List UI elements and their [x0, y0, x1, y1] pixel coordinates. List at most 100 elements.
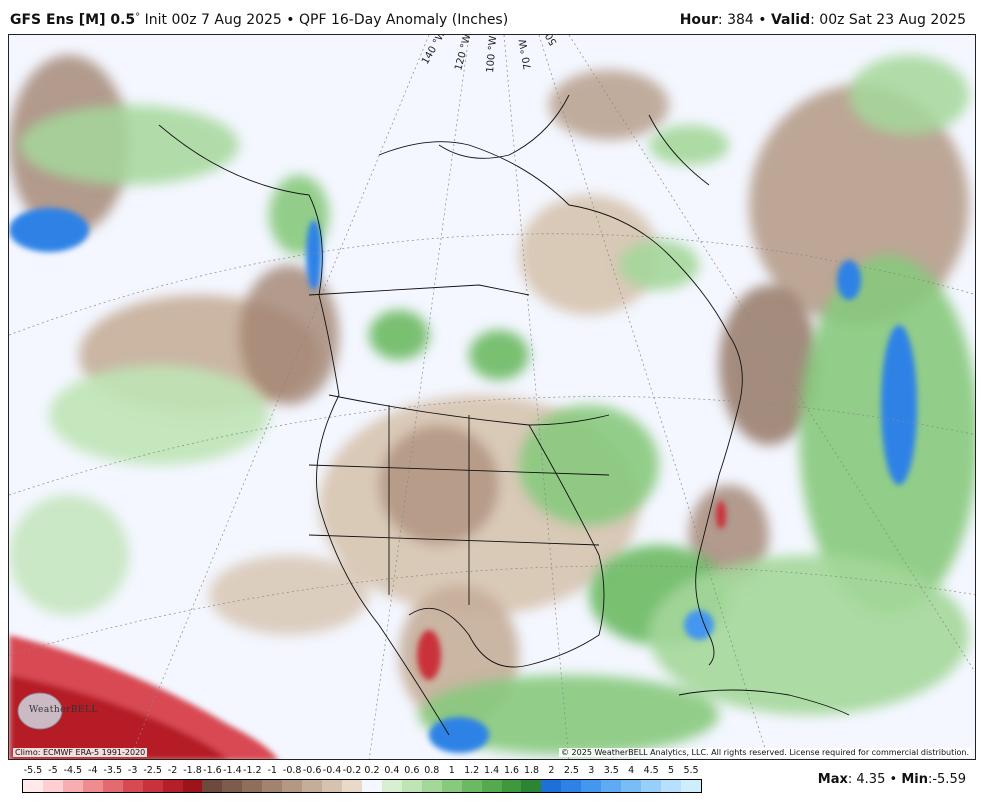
colorbar-swatch	[322, 780, 342, 792]
colorbar-label: -3	[127, 765, 138, 776]
colorbar-label: 0.6	[404, 765, 420, 776]
product-name: QPF 16-Day Anomaly (Inches)	[299, 12, 509, 28]
colorbar-swatch	[601, 780, 622, 792]
colorbar-swatch	[122, 780, 143, 792]
colorbar-label: 5	[668, 765, 675, 776]
colorbar-label: 0.8	[424, 765, 440, 776]
colorbar-swatch	[461, 780, 482, 792]
colorbar-swatch	[62, 780, 83, 792]
colorbar-label: 2	[548, 765, 555, 776]
colorbar-label: 3	[588, 765, 595, 776]
colorbar-labels: -5.5 -5 -4.5 -4 -3.5 -3 -2.5 -2 -1.8 -1.6 -1.4 -1.2…	[22, 765, 712, 777]
extreme-anomaly-layer	[9, 208, 917, 759]
title-bullet-2: •	[758, 12, 767, 28]
colorbar-label: 1.4	[484, 765, 500, 776]
colorbar-swatch	[441, 780, 462, 792]
init-time: Init 00z 7 Aug 2025	[144, 12, 282, 28]
colorbar-label: -2	[167, 765, 178, 776]
colorbar-label: 2.5	[563, 765, 579, 776]
min-label: Min	[901, 772, 928, 787]
colorbar-swatch	[621, 780, 642, 792]
copyright-note: © 2025 WeatherBELL Analytics, LLC. All r…	[559, 748, 971, 757]
colorbar-label: -0.6	[302, 765, 322, 776]
colorbar: -5.5 -5 -4.5 -4 -3.5 -3 -2.5 -2 -1.8 -1.6 -1.4 -1.2…	[22, 763, 712, 803]
colorbar-label: -3.5	[103, 765, 123, 776]
valid-value: : 00z Sat 23 Aug 2025	[810, 12, 966, 28]
colorbar-swatch	[23, 780, 43, 792]
colorbar-label: -1.2	[243, 765, 262, 776]
colorbar-swatch	[401, 780, 422, 792]
hour-value: : 384	[717, 12, 754, 28]
colorbar-swatch	[421, 780, 442, 792]
colorbar-swatch	[501, 780, 522, 792]
max-value: : 4.35	[847, 772, 886, 787]
colorbar-label: 1	[448, 765, 455, 776]
logo-globe-icon	[17, 692, 63, 730]
colorbar-label: -1.6	[203, 765, 222, 776]
max-min-readout: Max: 4.35 • Min:-5.59	[818, 772, 966, 787]
graticule	[9, 35, 975, 759]
degree-sign: °	[135, 12, 141, 23]
colorbar-swatch	[661, 780, 681, 792]
lon-label-100w: 100 °W	[485, 35, 499, 73]
colorbar-label: -5.5	[23, 765, 43, 776]
colorbar-swatch	[680, 780, 701, 792]
boundaries	[158, 94, 850, 736]
colorbar-label: 1.8	[523, 765, 540, 776]
map-canvas: 140 °W 120 °W 100 °W 70 °W 50 °W	[9, 35, 975, 759]
colorbar-swatch	[561, 780, 582, 792]
valid-time: Hour: 384 • Valid: 00z Sat 23 Aug 2025	[680, 12, 966, 28]
colorbar-label: 0.2	[364, 765, 380, 776]
colorbar-label: -0.4	[322, 765, 342, 776]
hour-label: Hour	[679, 12, 718, 28]
colorbar-swatch	[102, 780, 123, 792]
colorbar-swatch	[521, 780, 542, 792]
colorbar-swatch	[481, 780, 502, 792]
colorbar-swatch	[162, 780, 183, 792]
colorbar-swatch	[342, 780, 362, 792]
colorbar-swatch	[641, 780, 661, 792]
colorbar-label: 3.5	[603, 765, 619, 776]
colorbar-label: 0.4	[384, 765, 400, 776]
colorbar-swatch	[42, 780, 63, 792]
colorbar-label: -1.4	[223, 765, 242, 776]
colorbar-swatch	[541, 780, 562, 792]
colorbar-label: -4	[88, 765, 98, 776]
lon-label-70w: 70 °W	[518, 38, 534, 70]
model-name: GFS Ens [M] 0.5	[10, 12, 136, 28]
max-label: Max	[817, 772, 848, 787]
min-value: :-5.59	[927, 772, 966, 787]
colorbar-label: -1	[267, 765, 277, 776]
colorbar-swatch	[282, 780, 303, 792]
colorbar-swatch	[182, 780, 203, 792]
colorbar-label: -0.2	[342, 765, 362, 776]
colorbar-swatch	[262, 780, 283, 792]
colorbar-swatch	[381, 780, 402, 792]
colorbar-label: 4.5	[643, 765, 659, 776]
climo-note: Climo: ECMWF ERA-5 1991-2020	[13, 748, 148, 757]
colorbar-label: 1.2	[464, 765, 480, 776]
colorbar-label: 1.6	[503, 765, 520, 776]
stats-bullet: •	[889, 772, 898, 787]
colorbar-label: -0.8	[282, 765, 302, 776]
weatherbell-logo: WeatherBELL	[15, 691, 97, 731]
colorbar-swatch	[242, 780, 263, 792]
valid-label: Valid	[770, 12, 811, 28]
colorbar-label: -5	[48, 765, 58, 776]
title-bullet: •	[286, 12, 295, 28]
colorbar-swatch	[142, 780, 163, 792]
colorbar-label: -4.5	[63, 765, 83, 776]
colorbar-swatch	[202, 780, 223, 792]
colorbar-swatch	[82, 780, 103, 792]
colorbar-swatch	[302, 780, 323, 792]
colorbar-strip	[22, 779, 702, 793]
colorbar-label: 4	[628, 765, 635, 776]
map-title: GFS Ens [M] 0.5° Init 00z 7 Aug 2025 • Q…	[10, 12, 508, 28]
colorbar-label: 5.5	[683, 765, 699, 776]
anomaly-map: 140 °W 120 °W 100 °W 70 °W 50 °W Weather…	[8, 34, 976, 760]
header: GFS Ens [M] 0.5° Init 00z 7 Aug 2025 • Q…	[0, 0, 984, 34]
colorbar-swatch	[222, 780, 243, 792]
colorbar-swatch	[361, 780, 382, 792]
colorbar-swatch	[581, 780, 602, 792]
colorbar-label: -2.5	[143, 765, 162, 776]
